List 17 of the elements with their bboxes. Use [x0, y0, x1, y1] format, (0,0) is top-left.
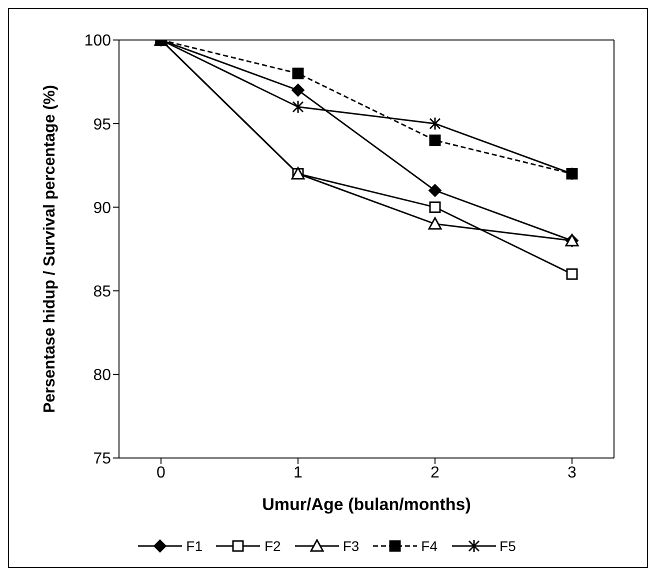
y-tick-label: 75 [93, 450, 112, 468]
y-axis-title: Persentase hidup / Survival percentage (%) [42, 84, 59, 414]
legend-label: F5 [498, 538, 516, 554]
x-tick-label: 3 [568, 464, 577, 482]
legend-label: F3 [342, 538, 360, 554]
y-tick-label: 85 [93, 283, 112, 300]
legend-label: F4 [420, 538, 438, 554]
x-tick-label: 2 [430, 464, 440, 482]
x-tick-label: 1 [294, 464, 303, 482]
x-tick-label: 0 [156, 464, 166, 482]
y-tick-label: 100 [84, 32, 112, 50]
x-axis-title: Umur/Age (bulan/months) [262, 495, 471, 514]
y-tick-label: 80 [93, 367, 112, 384]
y-tick-label: 90 [93, 200, 112, 217]
legend-label: F2 [263, 538, 281, 554]
legend-label: F1 [185, 538, 202, 554]
y-tick-label: 95 [93, 116, 112, 134]
